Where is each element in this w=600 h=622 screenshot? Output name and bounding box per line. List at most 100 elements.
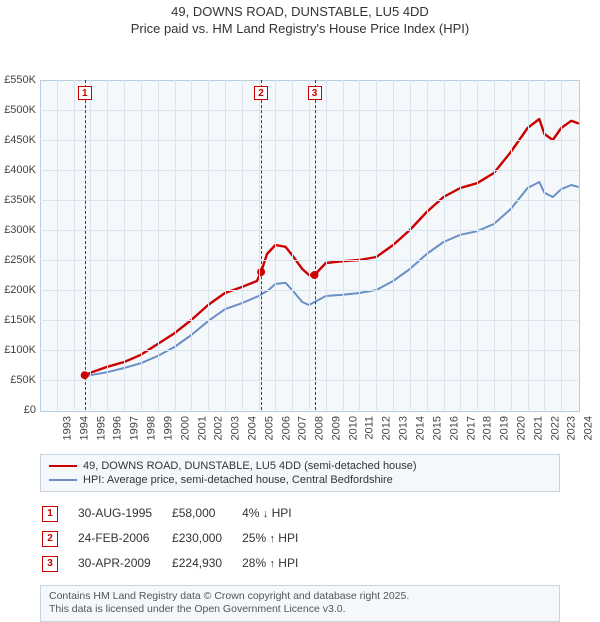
gridline-v (107, 80, 108, 410)
event-vline (315, 80, 316, 410)
gridline-v (343, 80, 344, 410)
x-tick-label: 2001 (196, 416, 208, 440)
event-number: 2 (42, 531, 58, 547)
y-tick-label: £550K (0, 74, 36, 86)
series-line-hpi (85, 182, 578, 376)
x-tick-label: 1995 (95, 416, 107, 440)
chart-title-address: 49, DOWNS ROAD, DUNSTABLE, LU5 4DD (0, 4, 600, 21)
x-tick-label: 2020 (515, 416, 527, 440)
event-vline (85, 80, 86, 410)
gridline-v (124, 80, 125, 410)
x-tick-label: 1998 (146, 416, 158, 440)
x-tick-label: 2017 (465, 416, 477, 440)
x-tick-label: 2007 (297, 416, 309, 440)
y-tick-label: £150K (0, 314, 36, 326)
event-flag: 2 (254, 86, 268, 100)
gridline-v (460, 80, 461, 410)
legend-label: HPI: Average price, semi-detached house,… (83, 474, 393, 486)
event-flag: 1 (78, 86, 92, 100)
x-tick-label: 2024 (583, 416, 595, 440)
x-tick-label: 2005 (263, 416, 275, 440)
y-tick-label: £400K (0, 164, 36, 176)
gridline-v (528, 80, 529, 410)
x-tick-label: 1999 (162, 416, 174, 440)
y-tick-label: £50K (0, 374, 36, 386)
legend-swatch (49, 465, 77, 467)
x-tick-label: 1997 (129, 416, 141, 440)
gridline-v (511, 80, 512, 410)
gridline-v (376, 80, 377, 410)
x-tick-label: 2021 (532, 416, 544, 440)
x-tick-label: 1996 (112, 416, 124, 440)
x-tick-label: 2000 (179, 416, 191, 440)
x-tick-label: 2015 (431, 416, 443, 440)
x-tick-label: 1994 (78, 416, 90, 440)
gridline-v (561, 80, 562, 410)
x-tick-label: 2014 (415, 416, 427, 440)
event-delta: 4% ↓ HPI (242, 502, 316, 525)
gridline-v (444, 80, 445, 410)
x-tick-label: 2004 (246, 416, 258, 440)
x-tick-label: 2006 (280, 416, 292, 440)
gridline-v (158, 80, 159, 410)
x-tick-label: 2012 (381, 416, 393, 440)
gridline-v (74, 80, 75, 410)
attribution-line: This data is licensed under the Open Gov… (49, 603, 551, 617)
y-tick-label: £200K (0, 284, 36, 296)
legend-swatch (49, 479, 77, 481)
x-tick-label: 2019 (499, 416, 511, 440)
gridline-v (208, 80, 209, 410)
event-row: 1 30-AUG-1995£58,0004% ↓ HPI (42, 502, 316, 525)
gridline-v (427, 80, 428, 410)
event-vline (261, 80, 262, 410)
event-delta: 25% ↑ HPI (242, 527, 316, 550)
gridline-v (410, 80, 411, 410)
event-number: 3 (42, 556, 58, 572)
events-table: 1 30-AUG-1995£58,0004% ↓ HPI 2 24-FEB-2006£… (40, 500, 318, 577)
x-tick-label: 2008 (314, 416, 326, 440)
series-line-price_paid (85, 119, 578, 375)
gridline-v (275, 80, 276, 410)
event-date: 24-FEB-2006 (78, 527, 170, 550)
gridline-v (90, 80, 91, 410)
x-tick-label: 2003 (230, 416, 242, 440)
y-tick-label: £350K (0, 194, 36, 206)
x-tick-label: 2016 (448, 416, 460, 440)
gridline-v (259, 80, 260, 410)
event-flag: 3 (308, 86, 322, 100)
x-tick-label: 2002 (213, 416, 225, 440)
event-date: 30-APR-2009 (78, 552, 170, 575)
gridline-v (494, 80, 495, 410)
y-tick-label: £0 (0, 404, 36, 416)
y-tick-label: £250K (0, 254, 36, 266)
gridline-v (326, 80, 327, 410)
gridline-v (359, 80, 360, 410)
gridline-v (544, 80, 545, 410)
y-tick-label: £500K (0, 104, 36, 116)
gridline-v (57, 80, 58, 410)
gridline-v (292, 80, 293, 410)
legend-item: 49, DOWNS ROAD, DUNSTABLE, LU5 4DD (semi… (49, 459, 551, 473)
event-price: £224,930 (172, 552, 240, 575)
gridline-v (393, 80, 394, 410)
y-tick-label: £300K (0, 224, 36, 236)
gridline-v (175, 80, 176, 410)
y-tick-label: £450K (0, 134, 36, 146)
gridline-v (191, 80, 192, 410)
chart: £0 £50K £100K £150K £200K £250K £300K £350K £400… (0, 38, 600, 448)
event-delta: 28% ↑ HPI (242, 552, 316, 575)
event-date: 30-AUG-1995 (78, 502, 170, 525)
event-number: 1 (42, 506, 58, 522)
x-tick-label: 2009 (330, 416, 342, 440)
y-tick-label: £100K (0, 344, 36, 356)
legend-item: HPI: Average price, semi-detached house,… (49, 473, 551, 487)
event-price: £58,000 (172, 502, 240, 525)
gridline-v (141, 80, 142, 410)
attribution-line: Contains HM Land Registry data © Crown c… (49, 590, 551, 604)
event-row: 2 24-FEB-2006£230,00025% ↑ HPI (42, 527, 316, 550)
legend-label: 49, DOWNS ROAD, DUNSTABLE, LU5 4DD (semi… (83, 460, 417, 472)
event-price: £230,000 (172, 527, 240, 550)
chart-title-subtitle: Price paid vs. HM Land Registry's House … (0, 21, 600, 38)
gridline-v (242, 80, 243, 410)
x-tick-label: 2013 (398, 416, 410, 440)
